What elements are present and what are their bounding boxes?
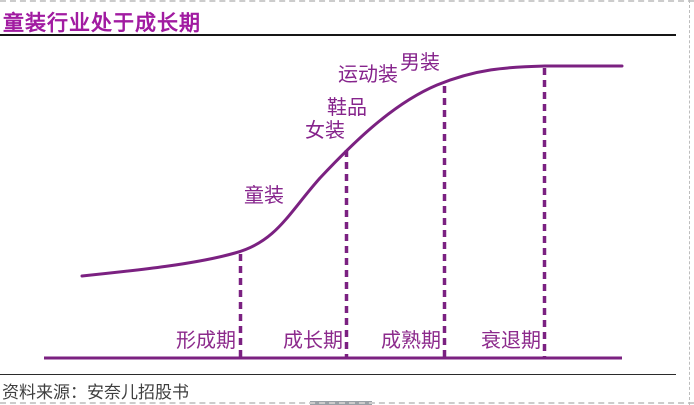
source-divider-rule <box>0 374 676 375</box>
right-dashed-border <box>689 0 690 405</box>
lifecycle-curve <box>80 64 624 278</box>
curve-label-womenswear: 女装 <box>305 120 345 142</box>
curve-label-footwear: 鞋品 <box>327 97 367 119</box>
curve-label-menswear: 男装 <box>400 52 440 74</box>
stage-label-growth: 成长期 <box>283 330 343 352</box>
title-underline-rule <box>0 34 676 36</box>
curve-label-sportswear: 运动装 <box>338 64 398 86</box>
stage-label-maturity: 成熟期 <box>381 330 441 352</box>
curve-label-childrenswear: 童装 <box>244 185 284 207</box>
top-dashed-border <box>0 0 694 2</box>
stage-label-formation: 形成期 <box>176 330 236 352</box>
chart-title: 童装行业处于成长期 <box>3 12 201 35</box>
bottom-dashed-border <box>0 402 694 404</box>
stage-label-decline: 衰退期 <box>481 330 541 352</box>
source-citation: 资料来源：安奈儿招股书 <box>2 383 189 402</box>
